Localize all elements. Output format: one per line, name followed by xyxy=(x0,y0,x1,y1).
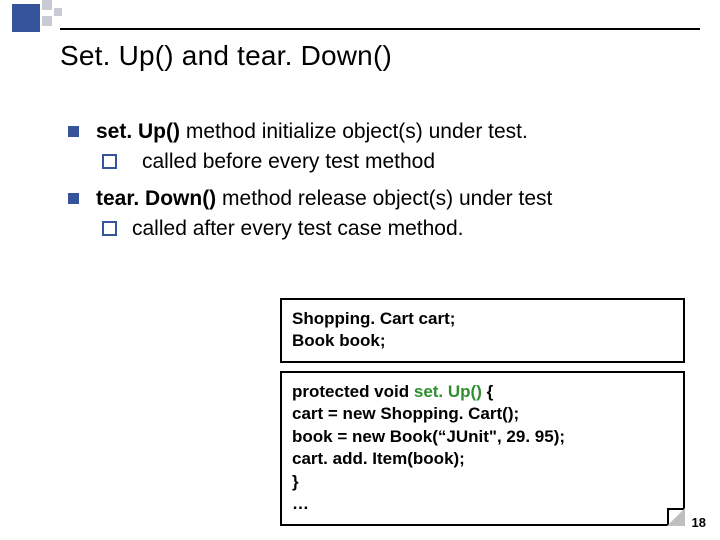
page-number: 18 xyxy=(692,515,706,530)
bullet-1a-text: called before every test method xyxy=(142,150,435,173)
bullet-1-sub: called before every test method xyxy=(96,148,668,176)
code-impl-l6: … xyxy=(292,493,673,515)
code-impl-l1c: { xyxy=(482,382,493,401)
bullet-2-sub: called after every test case method. xyxy=(96,215,668,243)
bullet-2a: called after every test case method. xyxy=(102,215,668,243)
code-impl-l4: cart. add. Item(book); xyxy=(292,448,673,470)
bullet-2-strong: tear. Down() xyxy=(96,187,216,210)
code-impl-l2: cart = new Shopping. Cart(); xyxy=(292,403,673,425)
code-impl-l1: protected void set. Up() { xyxy=(292,381,673,403)
code-impl-l5: } xyxy=(292,471,673,493)
deco-square-small-2 xyxy=(42,16,52,26)
slide-title: Set. Up() and tear. Down() xyxy=(60,40,392,72)
code-implementation: protected void set. Up() { cart = new Sh… xyxy=(280,371,685,526)
page-fold-icon xyxy=(667,508,685,526)
slide: Set. Up() and tear. Down() set. Up() met… xyxy=(0,0,720,540)
title-rule xyxy=(60,28,700,30)
code-impl-l3: book = new Book(“JUnit", 29. 95); xyxy=(292,426,673,448)
deco-square-small-1 xyxy=(42,0,52,10)
bullet-1-text: method initialize object(s) under test. xyxy=(180,120,528,143)
code-declarations: Shopping. Cart cart; Book book; xyxy=(280,298,685,363)
code-impl-l1a: protected void xyxy=(292,382,414,401)
bullet-2a-text: called after every test case method. xyxy=(132,217,464,240)
bullet-1a: called before every test method xyxy=(102,148,668,176)
slide-body: set. Up() method initialize object(s) un… xyxy=(68,118,668,251)
code-impl-l1b: set. Up() xyxy=(414,382,482,401)
code-decl-l1: Shopping. Cart cart; xyxy=(292,308,673,330)
bullet-1-strong: set. Up() xyxy=(96,120,180,143)
deco-square-large xyxy=(12,4,40,32)
bullet-2-text: method release object(s) under test xyxy=(216,187,552,210)
bullet-2: tear. Down() method release object(s) un… xyxy=(68,185,668,244)
code-decl-l2: Book book; xyxy=(292,330,673,352)
bullet-list: set. Up() method initialize object(s) un… xyxy=(68,118,668,243)
code-boxes: Shopping. Cart cart; Book book; protecte… xyxy=(280,298,685,526)
bullet-1: set. Up() method initialize object(s) un… xyxy=(68,118,668,177)
deco-square-small-3 xyxy=(54,8,62,16)
